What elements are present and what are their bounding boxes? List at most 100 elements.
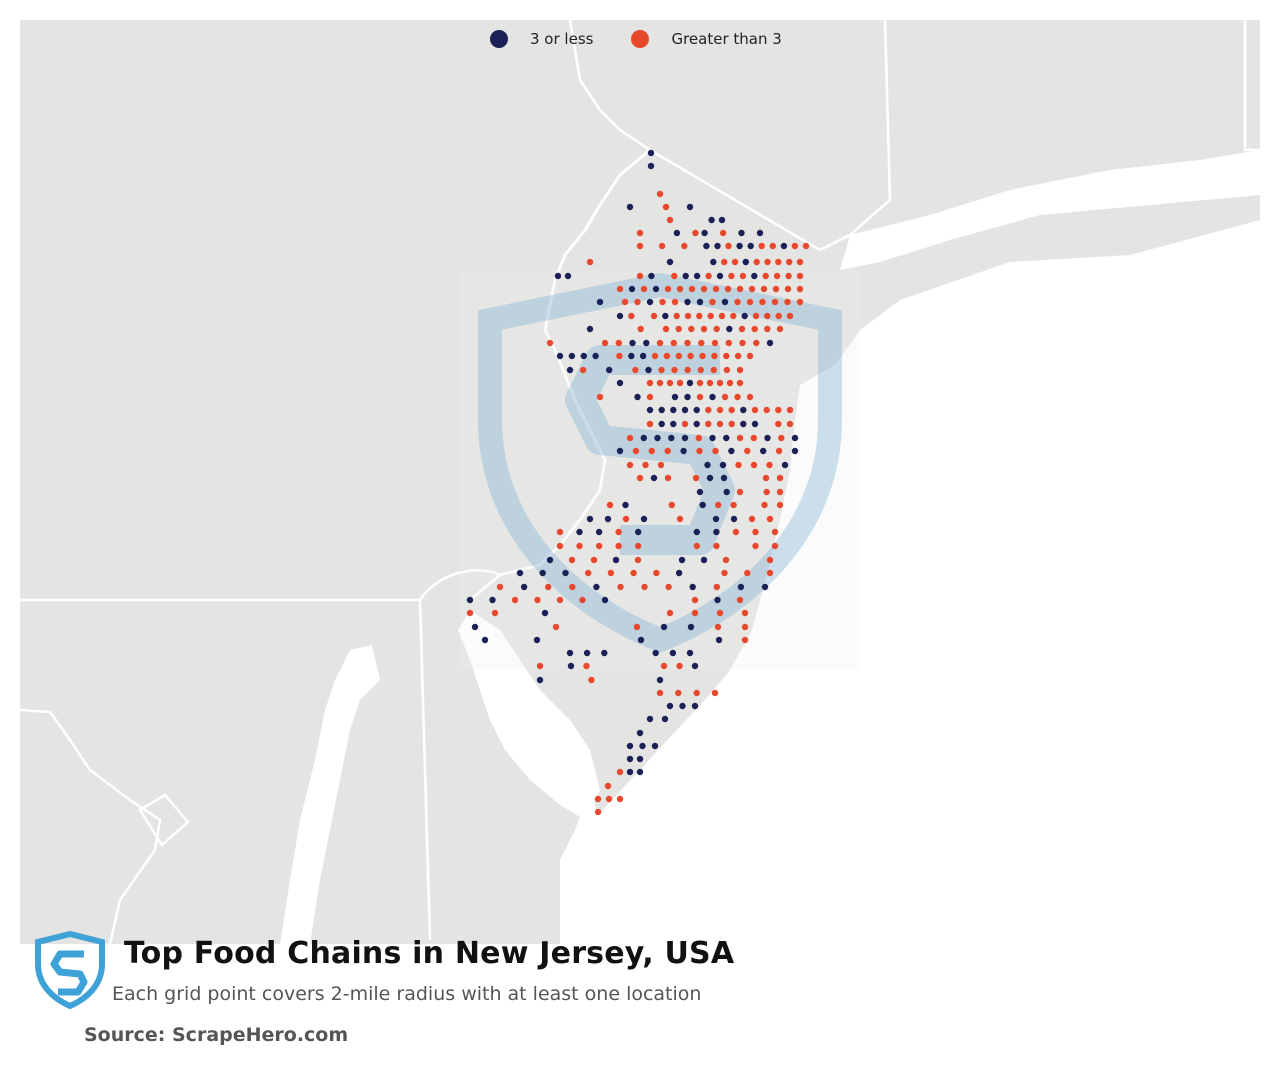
grid-point-high <box>626 461 634 469</box>
source-credit: Source: ScrapeHero.com <box>84 1024 349 1046</box>
grid-point-high <box>496 583 504 591</box>
grid-point-low <box>640 515 648 523</box>
grid-point-high <box>668 501 675 509</box>
grid-point-high <box>696 312 703 320</box>
grid-point-high <box>664 285 672 293</box>
grid-point-high <box>766 461 773 469</box>
grid-point-low <box>650 474 658 482</box>
grid-point-high <box>710 366 717 374</box>
grid-point-low <box>666 702 674 710</box>
grid-point-low <box>693 528 700 536</box>
grid-point-low <box>760 447 767 455</box>
grid-point-high <box>676 662 683 670</box>
grid-point-high <box>751 406 759 414</box>
grid-point-high <box>762 474 770 482</box>
grid-point-low <box>696 488 704 496</box>
grid-point-low <box>601 596 609 604</box>
grid-point-high <box>536 662 544 670</box>
grid-point-high <box>675 689 682 697</box>
grid-point-low <box>708 216 715 224</box>
grid-point-low <box>693 406 700 414</box>
grid-point-high <box>658 242 666 250</box>
grid-point-high <box>748 285 756 293</box>
grid-point-high <box>736 596 744 604</box>
grid-point-low <box>737 583 745 591</box>
grid-point-high <box>697 366 704 374</box>
grid-point-high <box>616 795 624 803</box>
atlantic-ocean <box>560 220 1260 944</box>
grid-point-low <box>471 623 479 631</box>
grid-point-low <box>533 636 541 644</box>
chesapeake-bay <box>280 645 380 944</box>
grid-point-low <box>536 676 544 684</box>
grid-point-low <box>682 272 689 280</box>
grid-point-low <box>681 406 689 414</box>
grid-point-high <box>711 352 718 360</box>
grid-point-low <box>780 242 788 250</box>
grid-point-high <box>666 609 674 617</box>
grid-point-high <box>775 420 782 428</box>
grid-point-high <box>556 528 564 536</box>
grid-point-high <box>784 298 791 306</box>
grid-point-low <box>658 406 665 414</box>
grid-point-low <box>635 528 642 536</box>
grid-point-low <box>652 285 660 293</box>
grid-point-low <box>636 729 644 737</box>
grid-point-high <box>764 312 771 320</box>
grid-point-high <box>545 583 552 591</box>
grid-point-high <box>556 542 564 550</box>
grid-point-low <box>646 406 654 414</box>
grid-point-high <box>705 406 712 414</box>
grid-point-high <box>766 569 774 577</box>
grid-point-low <box>751 420 759 428</box>
grid-point-high <box>753 258 760 266</box>
grid-point-high <box>662 325 670 333</box>
grid-point-high <box>718 312 726 320</box>
grid-point-low <box>601 649 608 657</box>
grid-point-low <box>539 569 546 577</box>
grid-point-high <box>746 352 754 360</box>
grid-point-high <box>594 795 602 803</box>
grid-point-high <box>671 298 679 306</box>
legend-item-high: Greater than 3 <box>631 30 782 48</box>
grid-point-high <box>691 596 699 604</box>
long-island-sound <box>840 150 1260 270</box>
grid-point-high <box>709 298 716 306</box>
grid-point-high <box>666 379 674 387</box>
grid-point-high <box>659 298 666 306</box>
grid-point-low <box>679 702 686 710</box>
map-subtitle: Each grid point covers 2-mile radius wit… <box>112 983 702 1005</box>
grid-point-low <box>626 755 634 763</box>
grid-point-high <box>681 242 688 250</box>
grid-point-low <box>592 352 599 360</box>
grid-point-low <box>628 285 636 293</box>
grid-point-high <box>634 556 642 564</box>
grid-point-high <box>725 242 732 250</box>
grid-point-high <box>622 515 630 523</box>
grid-point-low <box>637 636 645 644</box>
grid-point-low <box>721 298 729 306</box>
grid-point-low <box>681 434 689 442</box>
grid-point-low <box>687 623 695 631</box>
grid-point-high <box>734 393 741 401</box>
grid-point-high <box>785 272 792 280</box>
grid-point-low <box>652 649 659 657</box>
legend-label-high: Greater than 3 <box>671 30 782 48</box>
grid-point-low <box>791 434 799 442</box>
grid-point-low <box>616 312 624 320</box>
grid-point-low <box>675 569 683 577</box>
grid-point-low <box>668 434 675 442</box>
scrapehero-logo-icon <box>35 930 105 1010</box>
grid-point-low <box>714 596 721 604</box>
grid-point-low <box>703 242 710 250</box>
grid-point-low <box>761 583 769 591</box>
grid-point-low <box>686 649 694 657</box>
grid-point-high <box>751 325 758 333</box>
grid-point-low <box>670 406 677 414</box>
grid-point-high <box>691 609 699 617</box>
grid-point-low <box>696 298 704 306</box>
grid-point-high <box>778 434 785 442</box>
grid-point-high <box>491 609 499 617</box>
grid-point-low <box>604 515 612 523</box>
grid-point-low <box>616 447 624 455</box>
